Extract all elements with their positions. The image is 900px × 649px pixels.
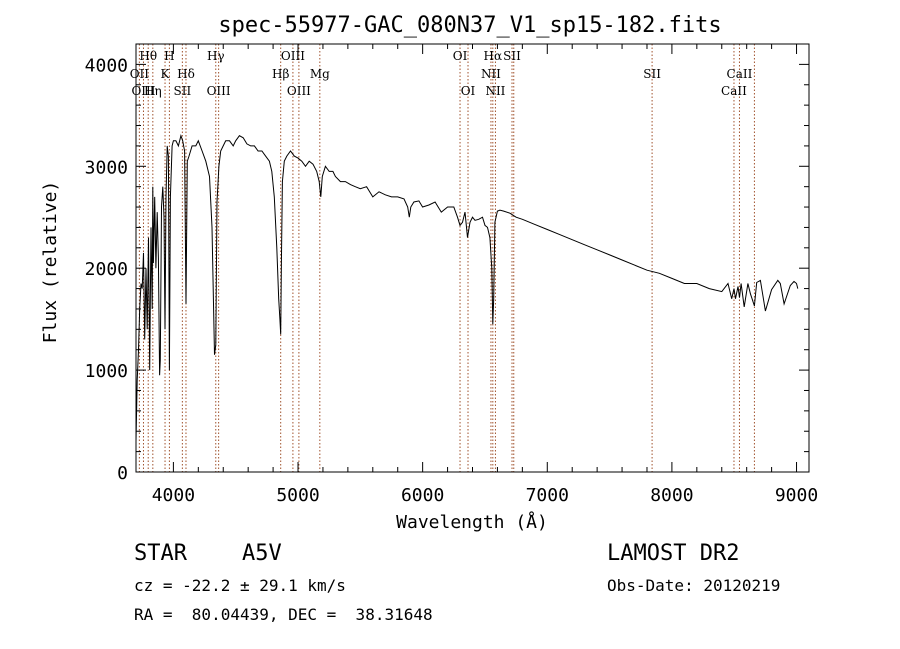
line-label: Hη (144, 84, 162, 98)
line-label: OII (130, 67, 150, 81)
x-tick-label: 9000 (775, 485, 818, 506)
spectrum-line (135, 133, 799, 442)
line-label: SII (174, 84, 192, 98)
line-label: Hα (484, 49, 503, 63)
object-type: STAR (134, 541, 187, 566)
line-label: CaII (727, 67, 753, 81)
line-label: Hβ (272, 67, 289, 81)
line-label: OIII (287, 84, 311, 98)
line-label: OIII (131, 84, 155, 98)
line-label: Hγ (207, 49, 225, 63)
y-tick-label: 4000 (85, 55, 128, 76)
line-markers (138, 44, 755, 472)
chart-title: spec-55977-GAC_080N37_V1_sp15-182.fits (218, 13, 721, 38)
line-label: OI (453, 49, 468, 63)
x-tick-label: 6000 (401, 485, 444, 506)
y-tick-label: 0 (117, 463, 128, 484)
x-axis-label: Wavelength (Å) (396, 511, 548, 533)
x-tick-label: 7000 (526, 485, 569, 506)
y-tick-label: 2000 (85, 259, 128, 280)
x-tick-label: 8000 (650, 485, 693, 506)
plot-frame (135, 43, 810, 473)
x-axis: 4000 5000 6000 7000 8000 9000 (152, 44, 818, 506)
redshift-value: cz = -22.2 ± 29.1 km/s (134, 576, 346, 595)
y-tick-label: 1000 (85, 361, 128, 382)
y-axis-label: Flux (relative) (40, 181, 61, 344)
line-label: SII (503, 49, 521, 63)
line-label: H (164, 49, 174, 63)
x-tick-label: 4000 (152, 485, 195, 506)
line-label: OI (461, 84, 476, 98)
line-label: K (161, 67, 171, 81)
line-label: SII (643, 67, 661, 81)
line-label: OIII (281, 49, 305, 63)
spectral-class: A5V (242, 541, 282, 566)
line-label: NII (481, 67, 501, 81)
line-label: CaII (721, 84, 747, 98)
line-label: NII (485, 84, 505, 98)
x-tick-label: 5000 (276, 485, 319, 506)
line-label: Mg (310, 67, 330, 81)
y-tick-label: 3000 (85, 157, 128, 178)
line-label: Hθ (139, 49, 157, 63)
line-label: Hδ (177, 67, 195, 81)
survey-name: LAMOST DR2 (607, 541, 740, 566)
obs-date: Obs-Date: 20120219 (607, 576, 781, 595)
coordinates: RA = 80.04439, DEC = 38.31648 (134, 605, 433, 624)
y-axis: 0 1000 2000 3000 4000 (85, 43, 809, 484)
line-label: OIII (207, 84, 231, 98)
